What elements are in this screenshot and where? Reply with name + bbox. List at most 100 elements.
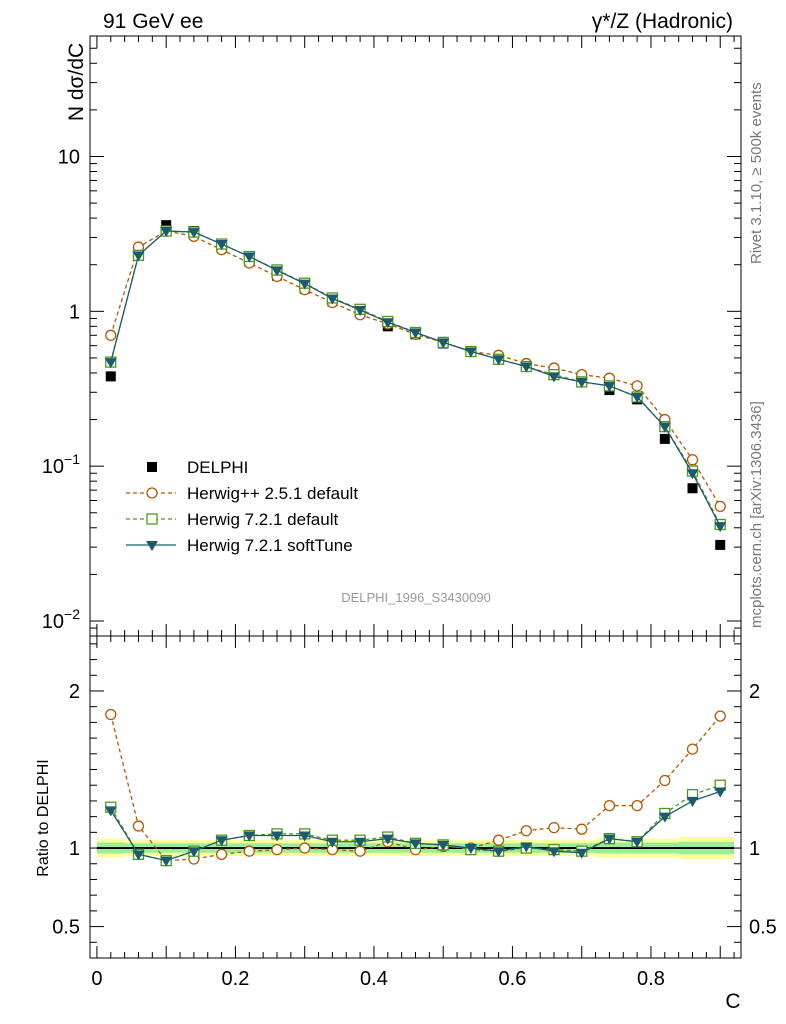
y-tick-label: 0.5 (52, 917, 80, 939)
ratio-point-herwigpp (299, 842, 311, 854)
main-y-axis-label: N dσ/dC (65, 43, 88, 121)
tick-label-part: 10 (42, 611, 64, 633)
point-softtune (215, 240, 228, 251)
point-data (105, 371, 116, 382)
y-tick-label-right: 2 (749, 681, 760, 703)
y-tick-label-right: 1 (749, 838, 760, 860)
title-right: γ*/Z (Hadronic) (592, 10, 733, 33)
ratio-point-softtune (381, 834, 394, 845)
ratio-point-softtune (658, 812, 671, 823)
point-softtune (658, 422, 671, 433)
ratio-point-herwigpp (243, 845, 255, 857)
ratio-point-herwigpp (492, 834, 505, 846)
ratio-point-softtune (354, 837, 367, 848)
ratio-point-softtune (243, 831, 256, 842)
ratio-point-softtune (187, 847, 200, 858)
y-tick-label: 10−1 (42, 451, 80, 478)
ratio-point-softtune (326, 837, 339, 848)
point-herwigpp (631, 380, 643, 392)
ratio-point-softtune (520, 842, 533, 853)
ratio-point-herwigpp (714, 710, 726, 722)
ratio-point-softtune (492, 847, 505, 858)
x-tick-label: 0.6 (499, 968, 527, 990)
point-softtune (354, 305, 367, 316)
series-softtune (104, 227, 727, 533)
point-data (161, 220, 172, 231)
ratio-point-softtune (298, 831, 311, 842)
x-tick-label: 0.8 (637, 968, 665, 990)
legend-label: Herwig 7.2.1 softTune (187, 536, 353, 555)
ratio-point-herwigpp (520, 825, 532, 837)
series-line-softtune (110, 230, 721, 527)
tick-label-part: 10 (42, 456, 64, 478)
ratio-point-softtune (132, 850, 145, 861)
y-tick-label: 10 (58, 146, 80, 168)
ratio-point-softtune (437, 840, 450, 851)
y-tick-label-right: 0.5 (749, 917, 777, 939)
tick-label-part: −1 (64, 451, 80, 467)
ratio-point-softtune (575, 848, 588, 859)
point-data (659, 433, 670, 444)
legend-marker-softtune (146, 541, 158, 551)
point-softtune (298, 279, 311, 290)
point-softtune (603, 381, 616, 392)
ratio-point-softtune (464, 844, 477, 855)
point-herwigpp (686, 454, 699, 466)
point-softtune (381, 318, 394, 329)
ratio-point-softtune (631, 837, 644, 848)
point-data (715, 539, 726, 550)
point-softtune (437, 338, 450, 349)
point-softtune (326, 294, 339, 305)
tick-label-part: 1 (69, 301, 80, 323)
point-herwigpp (714, 500, 726, 513)
point-softtune (243, 252, 256, 263)
point-softtune (631, 392, 644, 403)
ratio-line-herwigpp (110, 714, 721, 862)
ratio-point-herwigpp (215, 848, 228, 860)
legend: DELPHI Herwig++ 2.5.1 default Herwig 7.2.1… (126, 458, 358, 555)
ratio-point-softtune (104, 806, 117, 817)
x-axis-label: C (725, 990, 740, 1013)
point-softtune (187, 228, 200, 239)
x-tick-label: 0 (91, 968, 102, 990)
ratio-point-herwigpp (271, 843, 283, 856)
ratio-panel: 0 0.2 0.4 0.6 0.8 2 2 1 1 0.5 0.5 (52, 635, 777, 990)
legend-label: Herwig++ 2.5.1 default (187, 484, 358, 503)
ratio-point-herwigpp (659, 774, 671, 787)
y-tick-label: 2 (69, 681, 80, 703)
ratio-point-softtune (603, 834, 616, 845)
analysis-id: DELPHI_1996_S3430090 (341, 590, 491, 605)
ratio-point-softtune (160, 856, 173, 867)
ratio-frame (89, 635, 742, 959)
point-softtune (270, 266, 283, 277)
rivet-version-note: Rivet 3.1.10, ≥ 500k events (748, 82, 765, 264)
point-softtune (160, 227, 173, 238)
ratio-y-axis-label: Ratio to DELPHI (35, 759, 52, 876)
ratio-point-softtune (686, 796, 699, 807)
ratio-point-softtune (270, 831, 283, 842)
point-softtune (575, 377, 588, 388)
ratio-point-herwigpp (576, 823, 588, 835)
ratio-point-herwigpp (631, 799, 643, 812)
legend-marker-data (147, 462, 157, 472)
point-softtune (686, 469, 699, 480)
legend-marker-herwigpp (146, 487, 158, 499)
point-softtune (548, 372, 561, 383)
legend-label: DELPHI (187, 458, 248, 477)
y-tick-label: 10−2 (42, 606, 80, 633)
x-tick-label: 0.4 (360, 968, 388, 990)
y-tick-label: 1 (69, 838, 80, 860)
y-tick-label: 1 (69, 301, 80, 323)
point-data (687, 483, 698, 494)
point-softtune (464, 347, 477, 358)
ratio-point-herwigpp (686, 743, 699, 755)
legend-marker-herwig721 (146, 513, 158, 525)
point-herwigpp (105, 329, 117, 341)
ratio-point-herwigpp (105, 708, 117, 721)
tick-label-part: −2 (64, 606, 80, 622)
ratio-point-softtune (215, 836, 228, 847)
point-softtune (520, 362, 533, 373)
ratio-point-herwigpp (603, 799, 616, 812)
point-softtune (714, 522, 727, 533)
